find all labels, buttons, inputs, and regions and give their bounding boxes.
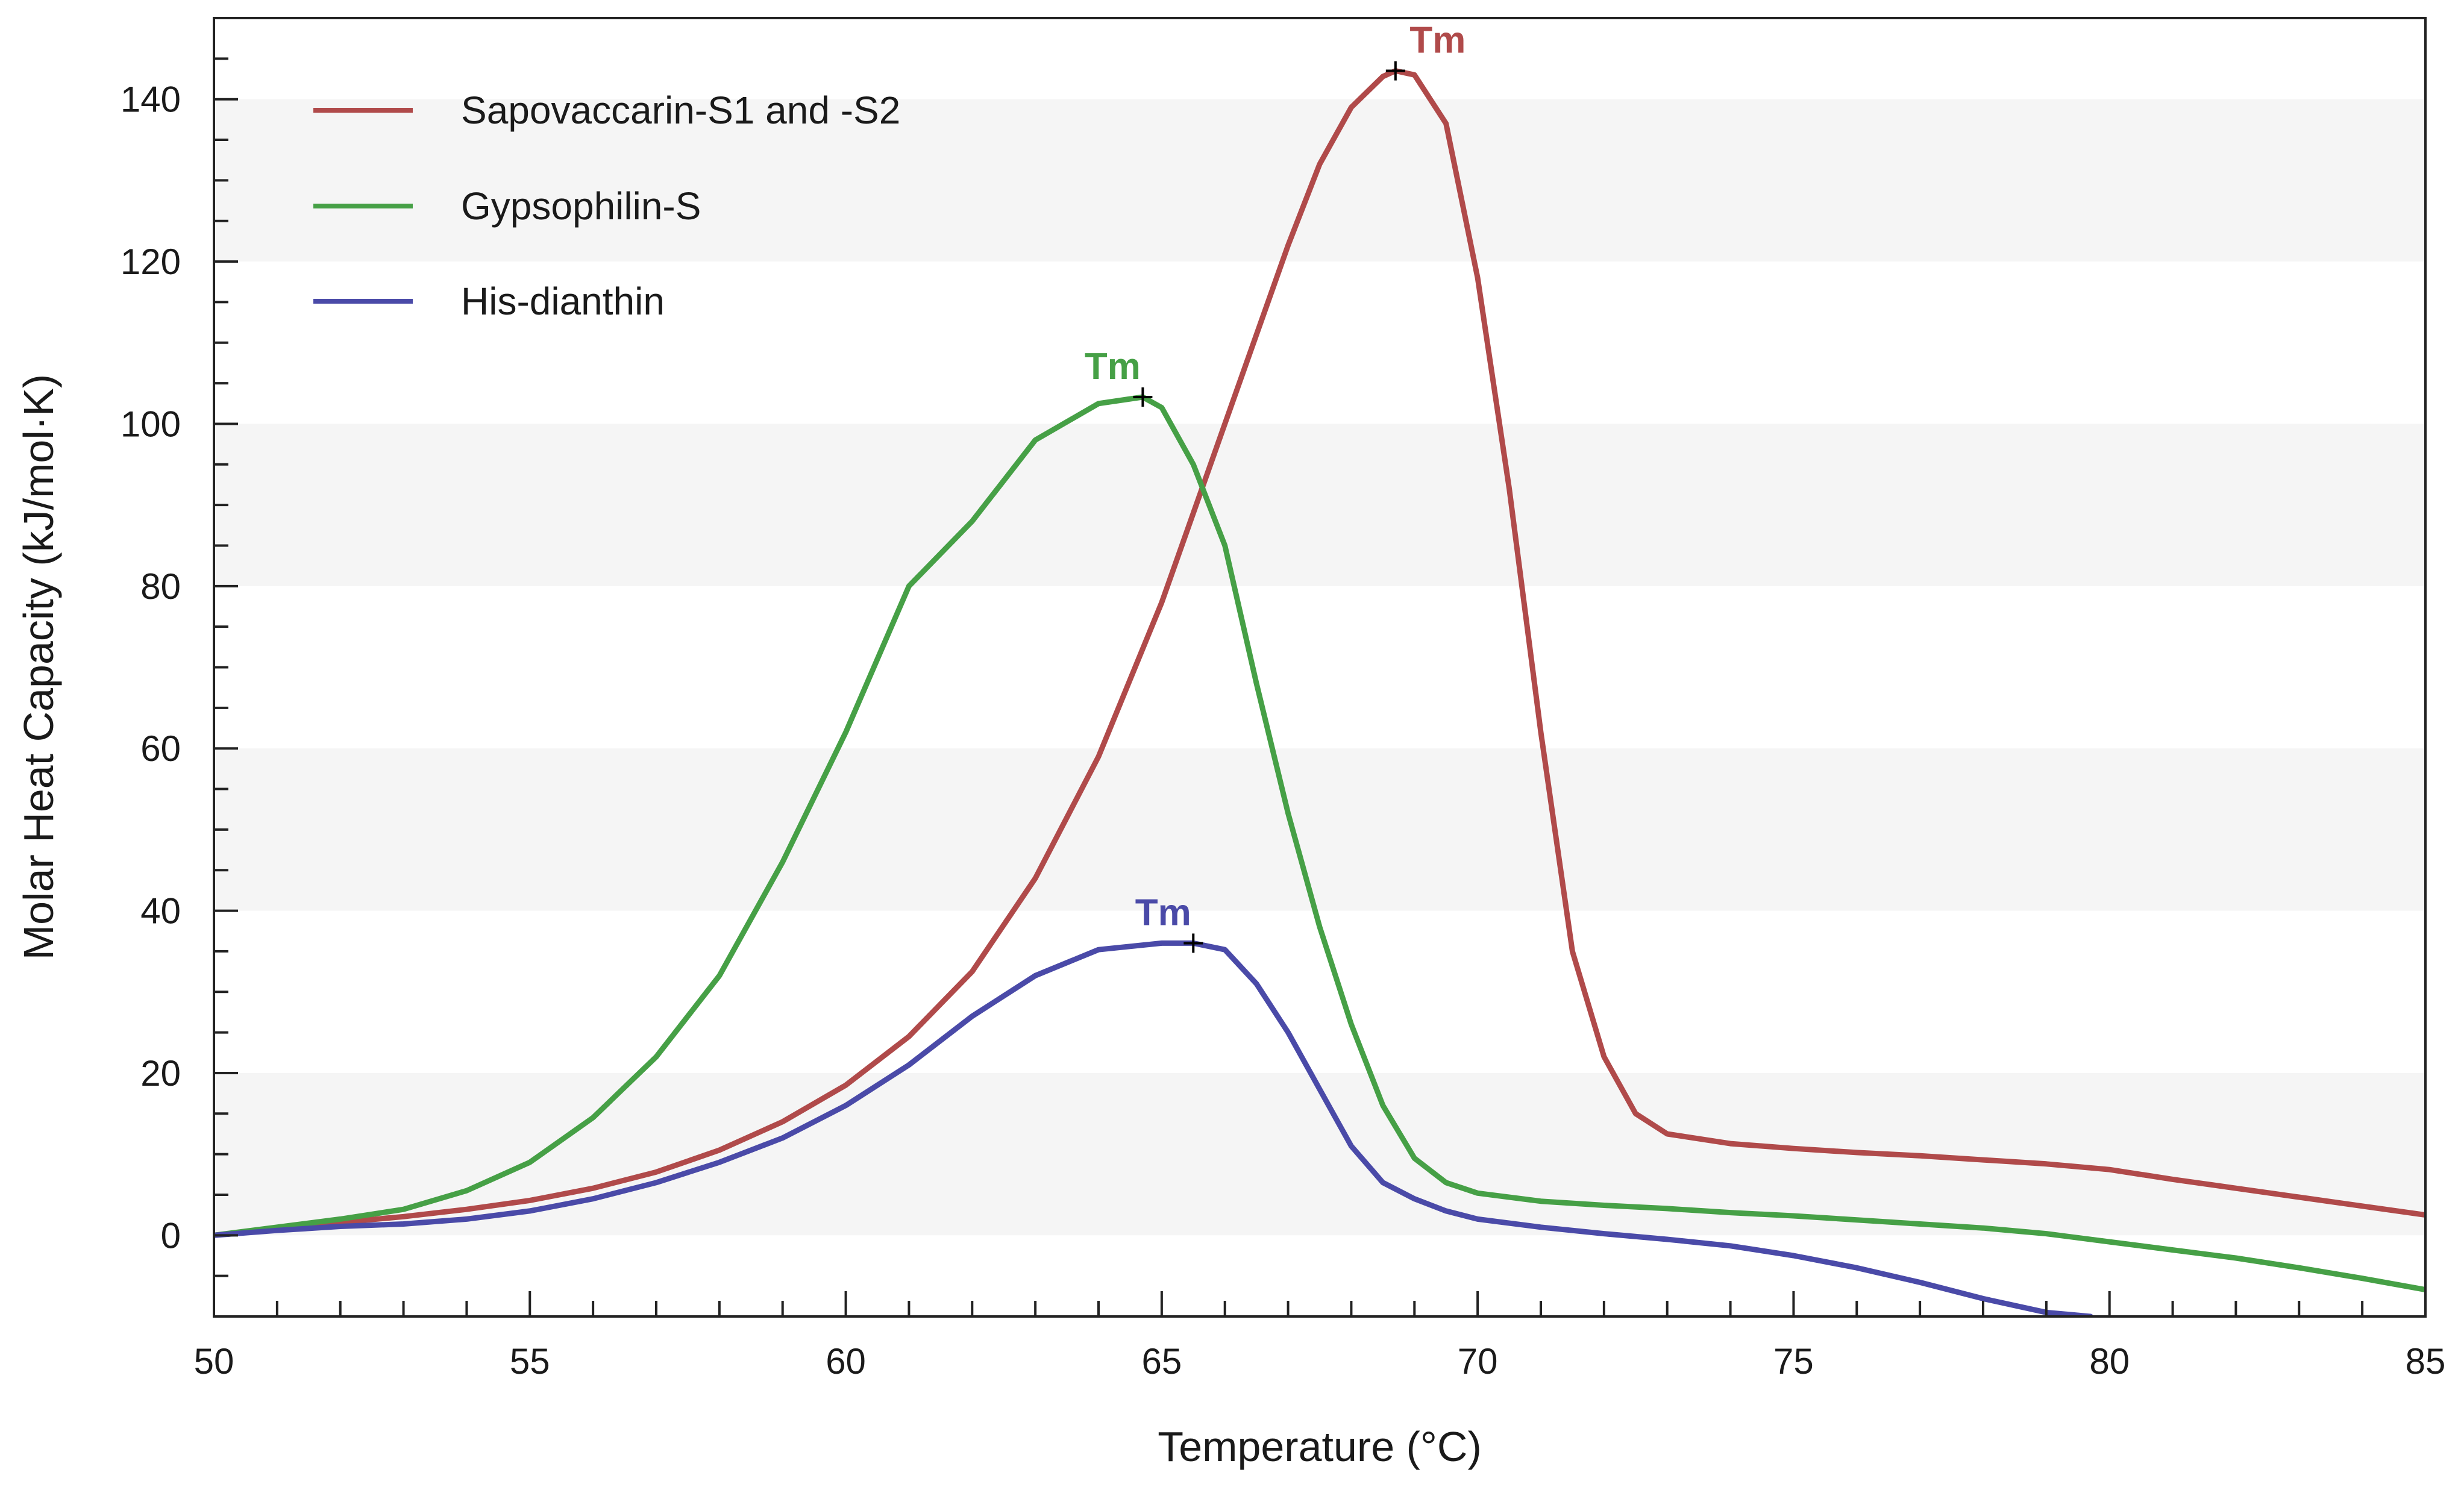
y-tick-label: 40 (140, 891, 181, 931)
grid-band (214, 1072, 2425, 1236)
x-tick-label: 75 (1773, 1341, 1814, 1382)
axis-ticks (213, 17, 2427, 1318)
x-tick-label: 50 (194, 1341, 234, 1382)
y-tick-label: 20 (140, 1053, 181, 1094)
legend: Sapovaccarin-S1 and -S2 Gypsophilin-S Hi… (313, 89, 900, 323)
tm-label-his-dianthin: Tm (1135, 892, 1191, 933)
series-line-his-dianthin (214, 940, 2093, 1316)
y-axis-label: Molar Heat Capacity (kJ/mol·K) (15, 374, 62, 960)
x-tick-label: 65 (1141, 1341, 1182, 1382)
legend-label-his-dianthin: His-dianthin (461, 280, 665, 323)
y-tick-label: 140 (121, 80, 181, 120)
legend-label-sapovaccarin: Sapovaccarin-S1 and -S2 (461, 89, 900, 132)
tm-label-sapovaccarin: Tm (1409, 20, 1466, 61)
grid-bands (214, 99, 2425, 1236)
y-tick-label: 60 (140, 728, 181, 769)
y-tick-label: 0 (161, 1215, 181, 1256)
y-tick-label: 100 (121, 404, 181, 444)
x-tick-label: 55 (510, 1341, 550, 1382)
x-axis-label: Temperature (°C) (1158, 1423, 1482, 1470)
tick-labels: 50 55 60 65 70 75 80 85 0 20 40 60 80 100 120 140 (121, 80, 2445, 1382)
series-line-gypsophilin (214, 394, 2425, 1293)
grid-band (214, 748, 2425, 911)
tm-label-gypsophilin: Tm (1085, 346, 1141, 387)
y-tick-label: 80 (140, 566, 181, 607)
y-tick-label: 120 (121, 242, 181, 282)
x-tick-label: 80 (2089, 1341, 2130, 1382)
x-tick-label: 60 (826, 1341, 866, 1382)
legend-label-gypsophilin: Gypsophilin-S (461, 184, 701, 228)
grid-band (214, 424, 2425, 586)
grid-band (214, 99, 2425, 262)
tm-markers: Tm Tm Tm (1085, 20, 1466, 953)
x-tick-label: 85 (2406, 1341, 2446, 1382)
x-tick-label: 70 (1458, 1341, 1498, 1382)
